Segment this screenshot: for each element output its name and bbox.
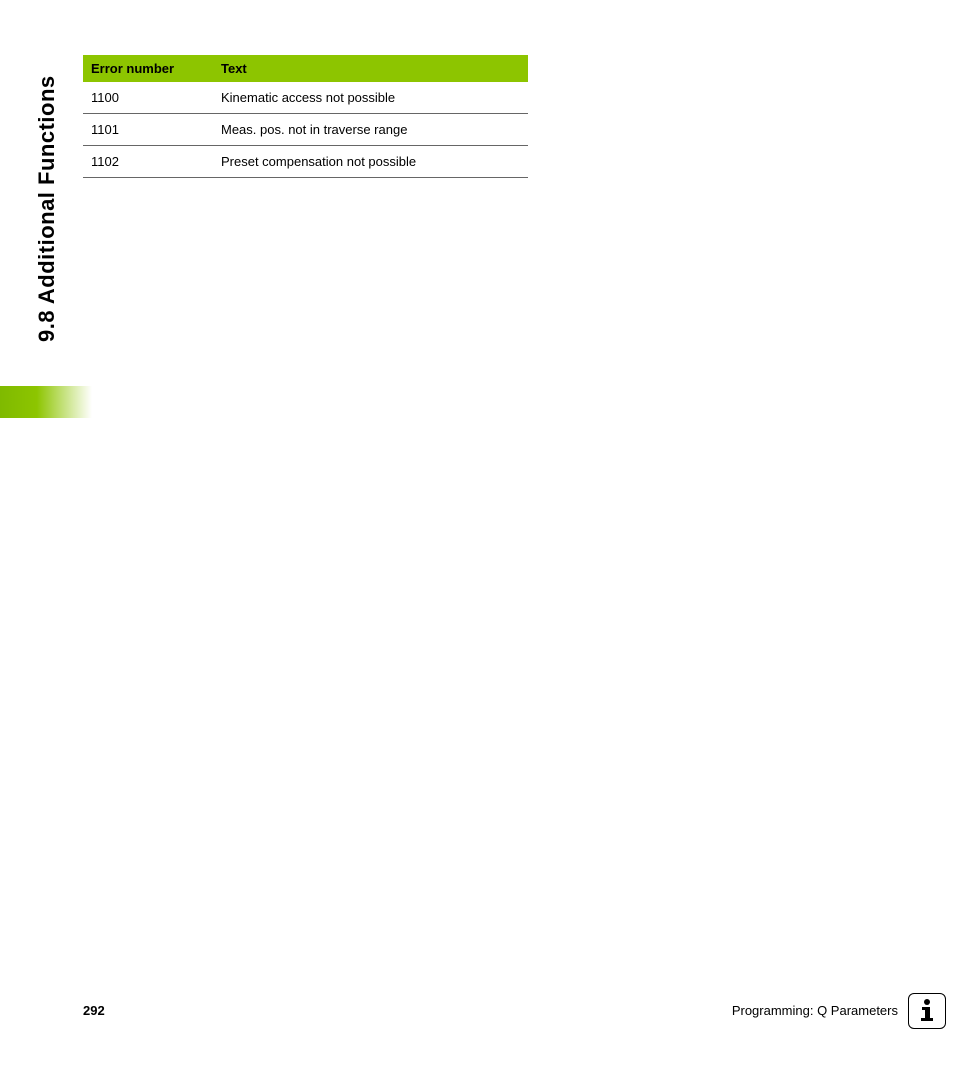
error-text-cell: Meas. pos. not in traverse range: [213, 114, 528, 146]
content-area: Error number Text 1100 Kinematic access …: [83, 55, 528, 178]
page-number: 292: [83, 1003, 105, 1018]
error-codes-table: Error number Text 1100 Kinematic access …: [83, 55, 528, 178]
table-header-error-number: Error number: [83, 55, 213, 82]
side-tab-decoration: [0, 386, 92, 418]
table-header-row: Error number Text: [83, 55, 528, 82]
table-row: 1100 Kinematic access not possible: [83, 82, 528, 114]
footer-chapter-text: Programming: Q Parameters: [732, 1003, 898, 1018]
table-row: 1102 Preset compensation not possible: [83, 146, 528, 178]
error-text-cell: Preset compensation not possible: [213, 146, 528, 178]
footer: 292 Programming: Q Parameters: [83, 995, 946, 1035]
table-row: 1101 Meas. pos. not in traverse range: [83, 114, 528, 146]
info-icon: [908, 993, 946, 1029]
error-number-cell: 1101: [83, 114, 213, 146]
error-text-cell: Kinematic access not possible: [213, 82, 528, 114]
error-number-cell: 1102: [83, 146, 213, 178]
table-header-text: Text: [213, 55, 528, 82]
error-number-cell: 1100: [83, 82, 213, 114]
section-heading: 9.8 Additional Functions: [34, 75, 60, 342]
